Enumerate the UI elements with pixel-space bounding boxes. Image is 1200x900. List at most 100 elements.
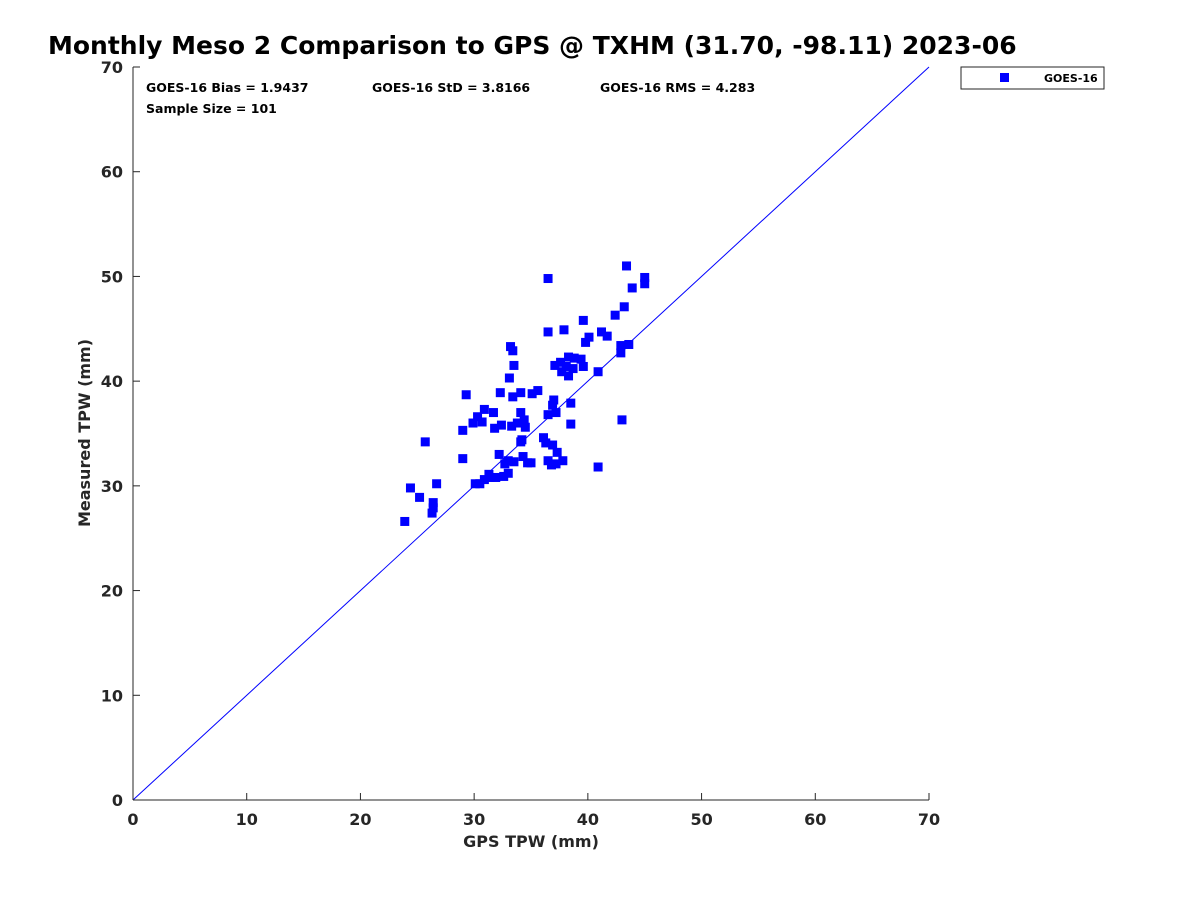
data-point — [518, 452, 528, 462]
bias-annotation: GOES-16 Bias = 1.9437 — [146, 80, 308, 95]
data-point — [458, 425, 468, 435]
plot-area: 0 10 20 30 40 50 60 70 0 10 20 30 40 50 60 70 — [101, 58, 940, 829]
legend-box — [960, 66, 1105, 90]
data-point — [503, 468, 513, 478]
data-point — [504, 373, 514, 383]
data-point — [477, 417, 487, 427]
data-point — [428, 498, 438, 508]
data-point — [593, 462, 603, 472]
x-tick-label: 0 — [127, 810, 138, 829]
data-point — [550, 360, 560, 370]
data-point — [508, 346, 518, 356]
data-point — [546, 460, 556, 470]
data-point — [543, 410, 553, 420]
data-point — [473, 412, 483, 422]
data-point — [551, 408, 561, 418]
x-tick-label: 70 — [918, 810, 940, 829]
x-tick-label: 20 — [349, 810, 371, 829]
data-point — [479, 404, 489, 414]
data-point — [468, 418, 478, 428]
data-point — [539, 433, 549, 443]
data-point — [488, 408, 498, 418]
data-point — [640, 272, 650, 282]
y-tick-label: 70 — [101, 58, 123, 77]
data-point — [616, 348, 626, 358]
data-point — [552, 447, 562, 457]
data-point — [509, 457, 519, 467]
data-point — [400, 516, 410, 526]
data-point — [627, 283, 637, 293]
data-point — [427, 508, 437, 518]
y-tick-label: 10 — [101, 686, 123, 705]
y-axis-label: Measured TPW (mm) — [75, 339, 94, 527]
data-point — [519, 415, 529, 425]
data-point — [564, 352, 574, 362]
data-point — [512, 418, 522, 428]
x-axis-label: GPS TPW (mm) — [463, 832, 599, 851]
data-point — [541, 438, 551, 448]
sample-size-annotation: Sample Size = 101 — [146, 101, 277, 116]
data-points — [400, 261, 650, 526]
x-tick-label: 30 — [463, 810, 485, 829]
y-tick-label: 20 — [101, 582, 123, 601]
data-point — [405, 483, 415, 493]
data-point — [566, 419, 576, 429]
data-point — [490, 423, 500, 433]
data-point — [559, 325, 569, 335]
data-point — [551, 459, 561, 469]
data-point — [622, 261, 632, 271]
x-tick-label: 50 — [690, 810, 712, 829]
data-point — [617, 415, 627, 425]
std-annotation: GOES-16 StD = 3.8166 — [372, 80, 530, 95]
data-point — [470, 479, 480, 489]
data-point — [578, 315, 588, 325]
legend: GOES-16 — [960, 66, 1105, 90]
data-point — [475, 479, 485, 489]
data-point — [507, 421, 517, 431]
data-point — [581, 337, 591, 347]
data-point — [479, 475, 489, 485]
data-point — [616, 341, 626, 351]
data-point — [485, 472, 495, 482]
data-point — [568, 364, 578, 374]
data-point — [432, 479, 442, 489]
legend-label-goes16: GOES-16 — [1044, 72, 1098, 85]
identity-reference-line — [132, 66, 930, 801]
y-tick-label: 30 — [101, 477, 123, 496]
data-point — [496, 420, 506, 430]
data-point — [619, 302, 629, 312]
data-point — [556, 357, 566, 367]
data-point — [420, 437, 430, 447]
data-point — [516, 408, 526, 418]
data-point — [558, 456, 568, 466]
data-point — [503, 456, 513, 466]
data-point — [584, 332, 594, 342]
legend-marker-goes16 — [1000, 73, 1009, 82]
data-point — [602, 331, 612, 341]
data-point — [533, 386, 543, 396]
data-point — [569, 353, 579, 363]
data-point — [624, 339, 634, 349]
data-point — [548, 440, 558, 450]
data-point — [526, 458, 536, 468]
data-point — [499, 471, 509, 481]
rms-annotation: GOES-16 RMS = 4.283 — [600, 80, 755, 95]
data-point — [557, 367, 567, 377]
data-point — [527, 389, 537, 399]
y-tick-label: 60 — [101, 163, 123, 182]
y-tick-label: 0 — [112, 791, 123, 810]
x-tick-label: 60 — [804, 810, 826, 829]
data-point — [461, 390, 471, 400]
data-point — [549, 395, 559, 405]
data-point — [610, 310, 620, 320]
data-point — [566, 398, 576, 408]
data-point — [520, 422, 530, 432]
data-point — [597, 327, 607, 337]
data-point — [494, 449, 504, 459]
data-point — [415, 492, 425, 502]
data-point — [561, 361, 571, 371]
chart-title: Monthly Meso 2 Comparison to GPS @ TXHM … — [48, 31, 1017, 60]
y-tick-label: 50 — [101, 267, 123, 286]
x-tick-label: 10 — [236, 810, 258, 829]
